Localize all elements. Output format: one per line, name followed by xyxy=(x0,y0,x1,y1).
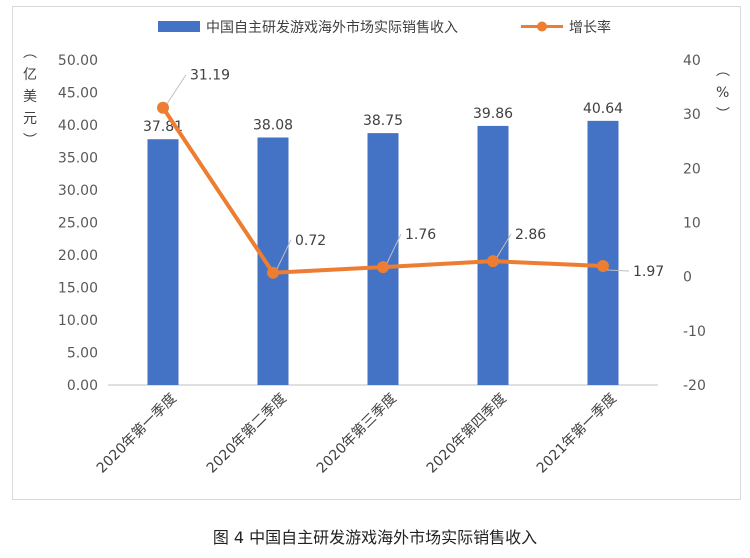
growth-label-leader xyxy=(166,74,187,104)
x-axis-category-labels: 2020年第一季度 2020年第二季度 2020年第三季度 2020年第四季度 2021… xyxy=(93,390,620,477)
legend-label-bar: 中国自主研发游戏海外市场实际销售收入 xyxy=(206,19,458,36)
legend-swatch-bar xyxy=(158,21,200,32)
legend-label-line: 增长率 xyxy=(569,19,611,36)
y-left-tick-label: 40.00 xyxy=(58,118,98,134)
y-left-tick-label: 5.00 xyxy=(67,346,98,362)
growth-value-label: 31.19 xyxy=(190,68,230,84)
y-left-tick-label: 30.00 xyxy=(58,183,98,199)
bar-series xyxy=(147,120,619,385)
y-left-tick-label: 50.00 xyxy=(58,53,98,69)
growth-point xyxy=(487,255,499,268)
x-category-label: 2020年第二季度 xyxy=(203,390,290,477)
x-category-label: 2020年第四季度 xyxy=(423,390,510,477)
bar xyxy=(367,133,399,385)
y-left-tick-label: 15.00 xyxy=(58,281,98,297)
growth-point xyxy=(157,101,169,114)
growth-label-leader xyxy=(386,233,402,264)
chart-frame: 中国自主研发游戏海外市场实际销售收入 增长率 ︵亿美元︶ ︵% ︶ 0.00 5.0… xyxy=(12,6,741,500)
legend-swatch-marker xyxy=(537,21,547,32)
growth-point xyxy=(377,261,389,274)
chart: 中国自主研发游戏海外市场实际销售收入 增长率 ︵亿美元︶ ︵% ︶ 0.00 5.0… xyxy=(23,19,730,477)
y-left-tick-label: 0.00 xyxy=(67,378,98,394)
growth-value-label: 2.86 xyxy=(515,227,546,243)
bar xyxy=(147,139,179,385)
growth-label-leader xyxy=(276,239,292,269)
growth-value-label: 1.76 xyxy=(405,227,436,243)
bar-value-label: 39.86 xyxy=(473,106,513,122)
bar xyxy=(257,137,289,385)
y-left-tick-label: 10.00 xyxy=(58,313,98,329)
bar xyxy=(587,120,619,385)
y-right-tick-label: -10 xyxy=(683,324,706,340)
legend: 中国自主研发游戏海外市场实际销售收入 增长率 xyxy=(158,19,611,36)
y-left-tick-label: 25.00 xyxy=(58,216,98,232)
growth-point xyxy=(267,266,279,279)
figure-caption: 图 4 中国自主研发游戏海外市场实际销售收入 xyxy=(212,528,538,547)
y-left-tick-label: 45.00 xyxy=(58,86,98,102)
x-category-label: 2020年第一季度 xyxy=(93,390,180,477)
y-axis-left-label: ︵亿美元︶ xyxy=(23,45,37,149)
x-category-label: 2020年第三季度 xyxy=(313,390,400,477)
y-right-tick-label: 40 xyxy=(683,53,701,69)
y-left-tick-label: 35.00 xyxy=(58,151,98,167)
growth-point xyxy=(597,259,609,272)
y-axis-right-ticks: -20 -10 0 10 20 30 40 xyxy=(683,53,706,394)
y-right-tick-label: 30 xyxy=(683,107,701,123)
y-right-tick-label: -20 xyxy=(683,378,706,394)
y-axis-right-label: ︵% ︶ xyxy=(716,63,730,123)
bar-value-label: 38.08 xyxy=(253,117,293,133)
growth-label-leader xyxy=(606,269,630,272)
growth-line-series xyxy=(157,101,609,279)
y-right-tick-label: 20 xyxy=(683,161,701,177)
growth-value-labels: 31.19 0.72 1.76 2.86 1.97 xyxy=(166,68,664,280)
bar-value-labels: 37.81 38.08 38.75 39.86 40.64 xyxy=(143,101,623,135)
y-right-tick-label: 0 xyxy=(683,270,692,286)
y-right-tick-label: 10 xyxy=(683,216,701,232)
y-axis-left-ticks: 0.00 5.00 10.00 15.00 20.00 25.00 30.00 35.00 40… xyxy=(58,53,98,394)
y-left-tick-label: 20.00 xyxy=(58,248,98,264)
bar-value-label: 38.75 xyxy=(363,113,403,129)
growth-label-leader xyxy=(496,233,512,258)
bar-value-label: 40.64 xyxy=(583,101,623,117)
growth-value-label: 0.72 xyxy=(295,233,326,249)
x-category-label: 2021年第一季度 xyxy=(533,390,620,477)
growth-value-label: 1.97 xyxy=(633,264,664,280)
